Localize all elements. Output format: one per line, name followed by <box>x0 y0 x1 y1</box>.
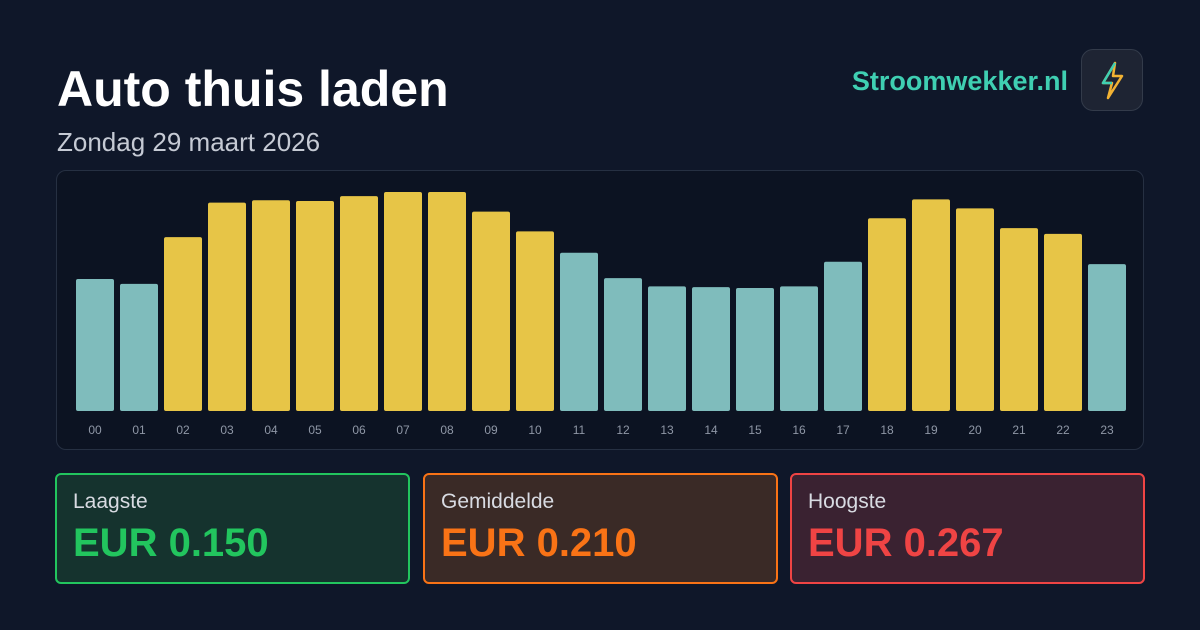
bar <box>692 287 730 411</box>
bar <box>472 211 510 411</box>
bar <box>780 286 818 411</box>
x-tick-label: 18 <box>880 423 894 437</box>
bar <box>516 231 554 411</box>
x-tick-label: 07 <box>396 423 410 437</box>
logo-icon <box>1081 49 1143 111</box>
stat-card: Gemiddelde EUR 0.210 <box>423 473 778 584</box>
bar <box>296 201 334 411</box>
x-tick-label: 11 <box>573 423 586 437</box>
x-tick-label: 03 <box>220 423 234 437</box>
x-tick-label: 02 <box>176 423 190 437</box>
bar <box>428 192 466 411</box>
bar <box>384 192 422 411</box>
x-tick-label: 00 <box>88 423 102 437</box>
bar <box>1000 228 1038 411</box>
stat-card: Laagste EUR 0.150 <box>55 473 410 584</box>
bar <box>1088 264 1126 411</box>
x-tick-label: 15 <box>748 423 762 437</box>
x-tick-label: 16 <box>792 423 806 437</box>
stat-value: EUR 0.267 <box>808 521 1004 565</box>
x-tick-label: 23 <box>1100 423 1114 437</box>
x-tick-label: 21 <box>1012 423 1026 437</box>
bar <box>208 202 246 411</box>
bar <box>120 283 158 411</box>
x-tick-label: 12 <box>616 423 630 437</box>
stat-label: Gemiddelde <box>441 490 555 513</box>
bar <box>868 218 906 411</box>
title: Auto thuis laden <box>57 61 449 117</box>
x-tick-label: 20 <box>968 423 982 437</box>
bar <box>824 261 862 411</box>
x-tick-label: 19 <box>924 423 938 437</box>
x-tick-label: 14 <box>704 423 718 437</box>
x-tick-label: 04 <box>264 423 278 437</box>
bar <box>252 200 290 411</box>
x-tick-label: 01 <box>132 423 146 437</box>
x-tick-label: 17 <box>836 423 850 437</box>
stat-label: Hoogste <box>808 490 887 513</box>
bar <box>912 199 950 411</box>
stat-label: Laagste <box>73 490 148 513</box>
bar <box>604 278 642 411</box>
bar <box>76 278 114 411</box>
brand: Stroomwekker.nl <box>851 66 1068 96</box>
bar <box>956 208 994 411</box>
stat-card: Hoogste EUR 0.267 <box>790 473 1145 584</box>
x-tick-label: 05 <box>308 423 322 437</box>
x-tick-label: 09 <box>484 423 498 437</box>
x-tick-label: 08 <box>440 423 454 437</box>
x-tick-label: 06 <box>352 423 366 437</box>
stat-value: EUR 0.150 <box>73 521 269 565</box>
stat-value: EUR 0.210 <box>441 521 637 565</box>
x-tick-label: 10 <box>528 423 542 437</box>
bar <box>736 287 774 411</box>
bar <box>340 196 378 411</box>
bar <box>1044 233 1082 411</box>
x-tick-label: 22 <box>1056 423 1070 437</box>
bar <box>560 252 598 411</box>
subtitle: Zondag 29 maart 2026 <box>57 127 321 157</box>
bar <box>164 237 202 411</box>
bar <box>648 286 686 411</box>
x-tick-label: 13 <box>660 423 674 437</box>
lightning <box>1101 61 1124 100</box>
